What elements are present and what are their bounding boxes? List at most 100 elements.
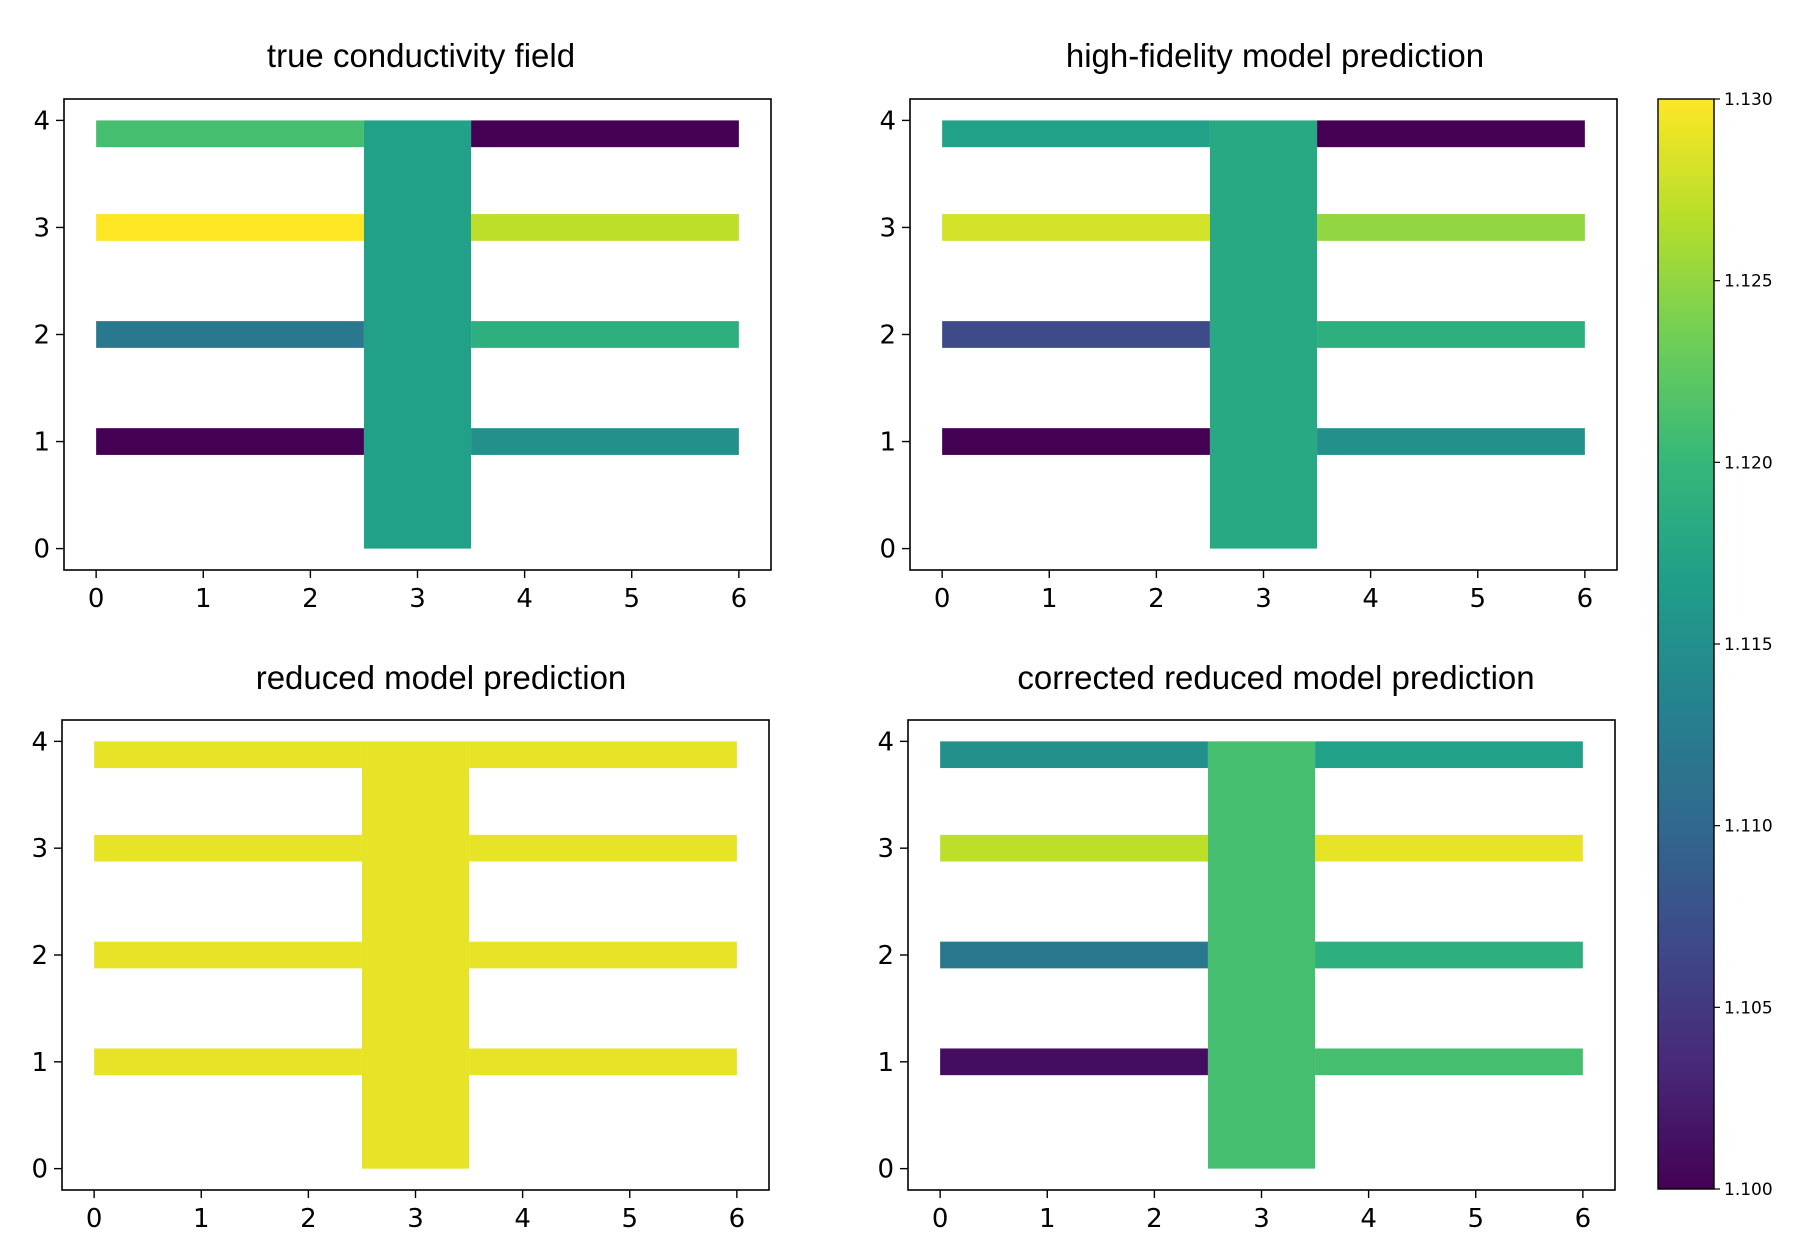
colorbar-tick-label: 1.110 [1724,817,1773,837]
x-tick-label: 5 [1467,1204,1484,1234]
axes-frame [909,98,1618,571]
branch-left-y1 [940,1048,1208,1076]
y-tick-label: 3 [879,213,896,243]
x-tick-label: 1 [1039,1204,1056,1234]
branch-left-y4 [940,741,1208,769]
x-tick-label: 2 [300,1204,317,1234]
x-tick-label: 6 [1577,584,1594,614]
x-tick-label: 3 [409,584,426,614]
panel-title: true conductivity field [267,37,575,74]
x-tick-label: 6 [729,1204,746,1234]
panel-true-conductivity-field: true conductivity field 0 1 2 3 4 5 6 0 1 2 3 4 [33,37,772,614]
x-tick-label: 5 [1469,584,1486,614]
x-tick-label: 2 [1148,584,1165,614]
colorbar-tick-label: 1.100 [1724,1180,1773,1200]
trunk-bar [361,741,470,1169]
branch-left-y1 [96,428,364,455]
panel-high-fidelity-model-prediction: high-fidelity model prediction 0 1 2 3 4 5 6 0… [879,37,1618,614]
x-tick-label: 0 [932,1204,949,1234]
branch-left-y4 [96,120,364,148]
branch-right-y1 [469,1048,737,1076]
x-tick-label: 1 [1041,584,1058,614]
panel-corrected-reduced-model-prediction: corrected reduced model prediction 0 1 2 3 4… [877,659,1616,1234]
y-tick-label: 4 [879,106,896,136]
colorbar-tick-label: 1.130 [1724,90,1773,110]
panel-title: high-fidelity model prediction [1066,37,1484,74]
x-tick-label: 4 [514,1204,531,1234]
branch-right-y1 [471,428,739,455]
colorbar-tick-label: 1.120 [1724,453,1773,473]
trunk-bar [1209,120,1318,549]
branch-left-y1 [942,428,1210,455]
y-tick-label: 0 [879,535,896,565]
x-tick-label: 0 [934,584,951,614]
y-tick-label: 4 [33,106,50,136]
y-tick-label: 3 [31,834,48,864]
y-tick-label: 3 [877,834,894,864]
branch-right-y4 [1317,120,1585,148]
x-tick-label: 3 [1253,1204,1270,1234]
y-tick-label: 0 [877,1155,894,1185]
branch-right-y1 [1317,428,1585,455]
x-tick-label: 5 [621,1204,638,1234]
branch-left-y3 [94,834,362,862]
branch-left-y4 [94,741,362,769]
x-tick-label: 1 [193,1204,210,1234]
y-tick-label: 4 [877,727,894,757]
axes-frame [907,719,1616,1191]
branch-right-y1 [1315,1048,1583,1076]
y-tick-label: 3 [33,213,50,243]
branch-left-y1 [94,1048,362,1076]
branch-right-y2 [1315,941,1583,969]
y-tick-label: 0 [33,535,50,565]
y-tick-label: 4 [31,727,48,757]
y-tick-label: 2 [879,321,896,351]
x-tick-label: 3 [1255,584,1272,614]
x-tick-label: 4 [1362,584,1379,614]
x-tick-label: 6 [731,584,748,614]
y-tick-label: 2 [877,941,894,971]
y-tick-label: 1 [33,428,50,458]
branch-right-y3 [471,214,739,241]
x-tick-label: 0 [86,1204,103,1234]
colorbar-tick-label: 1.105 [1724,998,1773,1018]
trunk-bar [363,120,472,549]
panel-title: reduced model prediction [256,659,627,696]
x-tick-label: 3 [407,1204,424,1234]
branch-left-y2 [94,941,362,969]
y-tick-label: 1 [877,1048,894,1078]
branch-right-y2 [471,321,739,348]
x-tick-label: 5 [623,584,640,614]
x-tick-label: 2 [302,584,319,614]
trunk-bar [1207,741,1316,1169]
branch-right-y3 [1315,834,1583,862]
colorbar-tick-label: 1.115 [1724,635,1773,655]
colorbar: 1.100 1.105 1.110 1.115 1.120 1.125 1.130 [1657,90,1773,1200]
branch-left-y3 [96,214,364,241]
panel-reduced-model-prediction: reduced model prediction 0 1 2 3 4 5 6 0 1 2 3 4 [31,659,770,1234]
x-tick-label: 1 [195,584,212,614]
branch-left-y3 [940,834,1208,862]
branch-right-y4 [469,741,737,769]
axes-frame [63,98,772,571]
branch-left-y2 [96,321,364,348]
branch-right-y2 [469,941,737,969]
panel-title: corrected reduced model prediction [1017,659,1534,696]
y-tick-label: 1 [31,1048,48,1078]
branch-left-y2 [942,321,1210,348]
x-tick-label: 6 [1575,1204,1592,1234]
y-tick-label: 0 [31,1155,48,1185]
axes-frame [61,719,770,1191]
branch-right-y3 [1317,214,1585,241]
branch-left-y4 [942,120,1210,148]
branch-left-y2 [940,941,1208,969]
branch-right-y4 [471,120,739,148]
x-tick-label: 4 [516,584,533,614]
branch-right-y2 [1317,321,1585,348]
x-tick-label: 4 [1360,1204,1377,1234]
y-tick-label: 1 [879,428,896,458]
branch-left-y3 [942,214,1210,241]
colorbar-tick-label: 1.125 [1724,272,1773,292]
x-tick-label: 0 [88,584,105,614]
